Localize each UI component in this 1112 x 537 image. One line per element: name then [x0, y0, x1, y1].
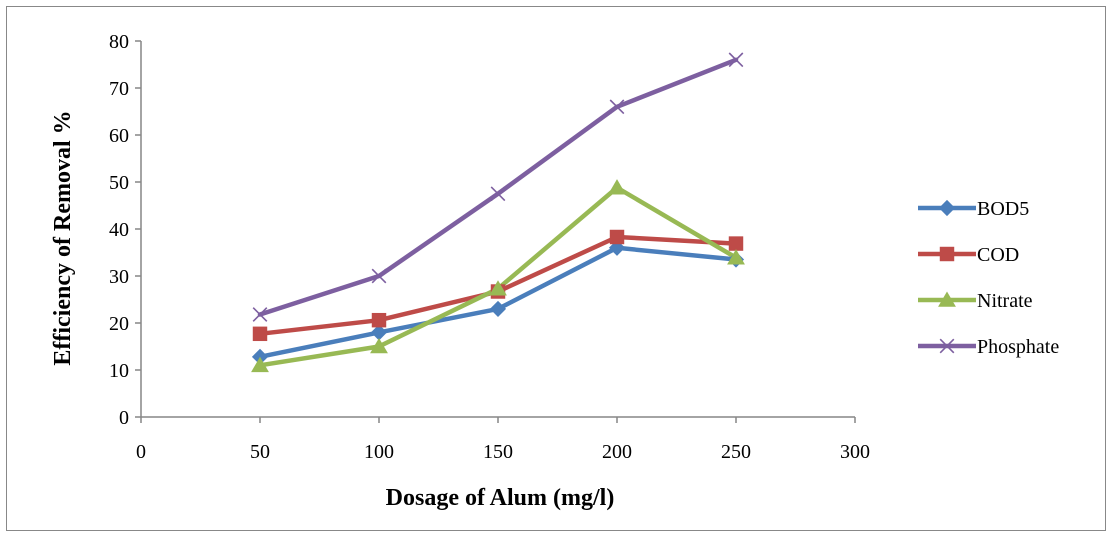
y-tick-label: 10 — [109, 360, 129, 382]
y-tick-label: 70 — [109, 78, 129, 100]
legend-marker-bod5 — [938, 199, 956, 217]
data-point-cod — [252, 326, 268, 342]
data-point-phosphate — [490, 186, 506, 202]
data-point-cod — [728, 236, 744, 251]
data-point-nitrate — [370, 338, 388, 354]
data-point-nitrate — [489, 280, 507, 296]
legend-item-phosphate: Phosphate — [918, 336, 1059, 358]
x-tick-label: 50 — [250, 441, 270, 463]
y-tick-label: 20 — [109, 313, 129, 335]
data-point-phosphate — [252, 307, 268, 322]
x-marker-stroke — [609, 99, 625, 115]
x-marker-stroke — [728, 52, 744, 68]
data-point-phosphate — [728, 52, 744, 68]
legend: BOD5 COD Nitrate Phosphate — [918, 198, 1059, 358]
data-point-nitrate — [608, 179, 626, 195]
legend-item-bod5: BOD5 — [918, 198, 1029, 220]
y-tick-label: 0 — [119, 407, 129, 429]
series-markers — [251, 52, 745, 373]
x-tick-label: 200 — [602, 441, 632, 463]
x-tick-label: 100 — [364, 441, 394, 463]
data-point-cod — [609, 229, 625, 245]
tick-marks — [135, 40, 856, 423]
data-point-nitrate — [727, 249, 745, 265]
data-point-bod5 — [489, 300, 507, 317]
x-marker-stroke — [252, 307, 268, 322]
x-tick-label: 150 — [483, 441, 513, 463]
chart-border — [6, 6, 1106, 531]
data-point-bod5 — [370, 324, 388, 341]
legend-label-cod: COD — [977, 244, 1019, 266]
legend-marker-cod — [939, 246, 955, 262]
y-axis-title: Efficiency of Removal % — [50, 110, 76, 365]
legend-label-phosphate: Phosphate — [977, 336, 1059, 358]
y-tick-label: 30 — [109, 266, 129, 288]
data-point-nitrate — [251, 356, 269, 373]
legend-marker-nitrate — [938, 291, 956, 307]
data-point-phosphate — [371, 268, 387, 284]
y-tick-label: 60 — [109, 125, 129, 147]
legend-item-cod: COD — [918, 244, 1019, 266]
legend-item-nitrate: Nitrate — [918, 290, 1033, 312]
x-tick-label: 250 — [721, 441, 751, 463]
data-point-phosphate — [609, 99, 625, 115]
y-tick-label: 40 — [109, 219, 129, 241]
tick-labels: 0 10 20 30 40 50 60 70 80 0 50 100 150 200 250 300 — [109, 31, 870, 463]
legend-marker-phosphate — [939, 338, 955, 354]
x-axis-title: Dosage of Alum (mg/l) — [386, 485, 615, 511]
x-marker-stroke — [490, 186, 506, 202]
data-point-cod — [371, 312, 387, 328]
x-tick-label: 0 — [136, 441, 146, 463]
x-marker-stroke — [939, 338, 955, 354]
legend-label-bod5: BOD5 — [977, 198, 1029, 220]
y-tick-label: 80 — [109, 31, 129, 53]
y-tick-label: 50 — [109, 172, 129, 194]
x-tick-label: 300 — [840, 441, 870, 463]
x-marker-stroke — [371, 268, 387, 284]
legend-label-nitrate: Nitrate — [977, 290, 1033, 312]
